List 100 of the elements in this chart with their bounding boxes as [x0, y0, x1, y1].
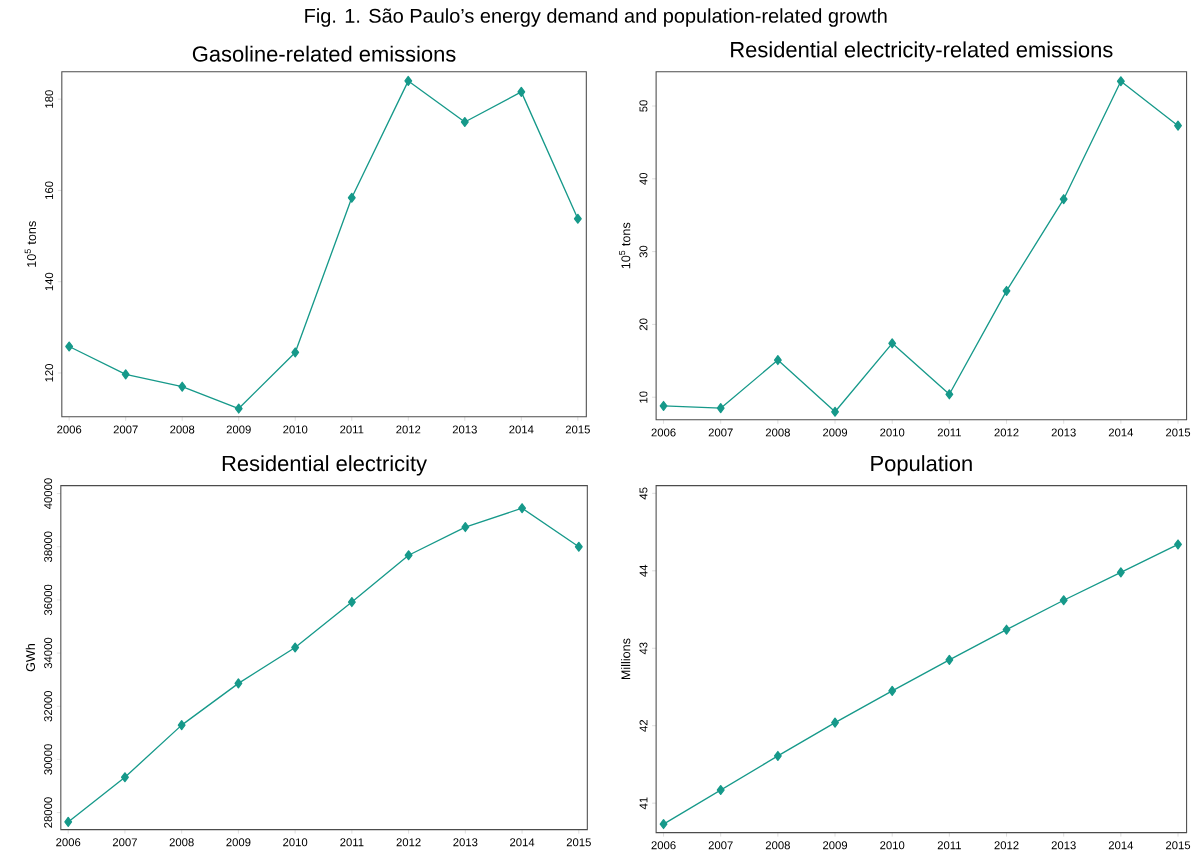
- y-tick-label: 30: [639, 245, 648, 258]
- y-axis-title: GWh: [25, 644, 36, 672]
- point: [888, 685, 897, 697]
- x-tick-label: 2010: [283, 425, 308, 434]
- x-tick-label: 2010: [283, 838, 308, 847]
- point: [291, 642, 300, 653]
- point: [460, 117, 469, 128]
- x-tick-label: 2015: [565, 425, 590, 434]
- x-tick-label: 2015: [566, 838, 591, 847]
- y-tick-label: 160: [45, 181, 54, 200]
- x-tick-label: 2010: [880, 428, 905, 437]
- x-tick-label: 2006: [651, 841, 676, 850]
- x-tick-label: 2009: [823, 428, 848, 437]
- y-axis-title: 10$^{5}$ tons: [24, 221, 37, 267]
- point: [945, 389, 954, 400]
- point: [177, 720, 186, 731]
- point: [659, 401, 668, 412]
- x-tick-label: 2014: [1108, 841, 1134, 850]
- x-tick-label: 2007: [708, 841, 733, 850]
- point: [64, 816, 73, 828]
- x-tick-label: 2008: [170, 425, 195, 434]
- x-tick-label: 2012: [396, 425, 421, 434]
- chart-title: Gasoline-related emissions: [192, 45, 456, 62]
- chart-title: Residential electricity-related emissions: [731, 41, 1113, 62]
- point: [716, 785, 725, 796]
- y-tick-label: 44: [639, 564, 648, 577]
- x-tick-label: 2013: [452, 425, 477, 434]
- y-tick-label: 50: [639, 100, 648, 112]
- y-tick-label: 45: [639, 487, 648, 500]
- point: [1116, 567, 1125, 578]
- x-tick-label: 2006: [56, 838, 81, 847]
- point: [573, 213, 582, 224]
- x-tick-label: 2014: [510, 838, 535, 847]
- y-tick-label: 43: [639, 642, 648, 655]
- point: [461, 522, 470, 533]
- point: [234, 403, 243, 414]
- x-tick-label: 2014: [509, 425, 534, 434]
- point: [347, 192, 356, 203]
- y-tick-label: 41: [639, 797, 648, 810]
- x-tick-label: 2013: [453, 838, 478, 847]
- x-tick-label: 2011: [340, 425, 364, 434]
- point: [234, 678, 243, 689]
- point: [773, 355, 782, 366]
- caption: Fig. 1. São Paulo’s energy demand and population-related growth: [305, 8, 887, 27]
- point: [404, 550, 413, 561]
- y-axis-title: 10$^{5}$ tons: [619, 222, 631, 269]
- point: [945, 654, 954, 666]
- x-tick-label: 2006: [651, 428, 676, 437]
- point: [517, 86, 526, 98]
- y-tick-label: 34000: [44, 637, 53, 669]
- point: [888, 338, 897, 349]
- point: [1174, 120, 1182, 131]
- y-tick-label: 40: [639, 173, 648, 185]
- y-tick-label: 180: [45, 90, 54, 108]
- x-tick-label: 2006: [57, 425, 82, 434]
- x-tick-label: 2012: [994, 428, 1019, 437]
- point: [1002, 286, 1011, 297]
- point: [1059, 194, 1068, 205]
- point: [347, 597, 356, 608]
- x-tick-label: 2014: [1108, 428, 1134, 437]
- y-tick-label: 120: [45, 364, 54, 382]
- point: [518, 503, 527, 514]
- point: [291, 347, 300, 358]
- x-tick-label: 2013: [1051, 428, 1076, 437]
- x-tick-label: 2015: [1166, 841, 1191, 850]
- point: [659, 819, 668, 830]
- x-tick-label: 2009: [226, 838, 251, 847]
- x-tick-label: 2011: [937, 428, 961, 437]
- y-tick-label: 28000: [44, 797, 53, 828]
- x-tick-label: 2007: [708, 428, 733, 437]
- x-tick-label: 2009: [823, 841, 848, 850]
- point: [1002, 624, 1011, 635]
- x-tick-label: 2009: [226, 425, 251, 434]
- point: [831, 717, 839, 728]
- x-tick-label: 2008: [765, 841, 790, 850]
- x-tick-label: 2013: [1051, 841, 1076, 850]
- point: [404, 75, 413, 87]
- point: [574, 541, 583, 552]
- x-tick-label: 2011: [937, 841, 961, 850]
- y-tick-label: 30000: [44, 744, 53, 775]
- x-tick-label: 2010: [880, 841, 905, 850]
- x-tick-label: 2012: [994, 841, 1019, 850]
- y-tick-label: 10: [639, 391, 648, 403]
- x-tick-label: 2012: [396, 838, 421, 847]
- point: [773, 751, 782, 762]
- point: [831, 406, 839, 417]
- x-tick-label: 2011: [340, 838, 364, 847]
- x-tick-label: 2007: [113, 425, 138, 434]
- x-tick-label: 2008: [169, 838, 194, 847]
- x-tick-label: 2007: [112, 838, 137, 847]
- y-tick-label: 20: [639, 318, 648, 331]
- y-axis-title: Millions: [621, 638, 631, 680]
- y-tick-label: 32000: [44, 691, 53, 722]
- point: [178, 381, 187, 392]
- y-tick-label: 42: [639, 720, 648, 732]
- x-tick-label: 2008: [765, 428, 790, 437]
- y-tick-label: 140: [45, 272, 54, 291]
- point: [1116, 76, 1125, 87]
- point: [1174, 539, 1182, 550]
- y-tick-label: 38000: [44, 531, 53, 563]
